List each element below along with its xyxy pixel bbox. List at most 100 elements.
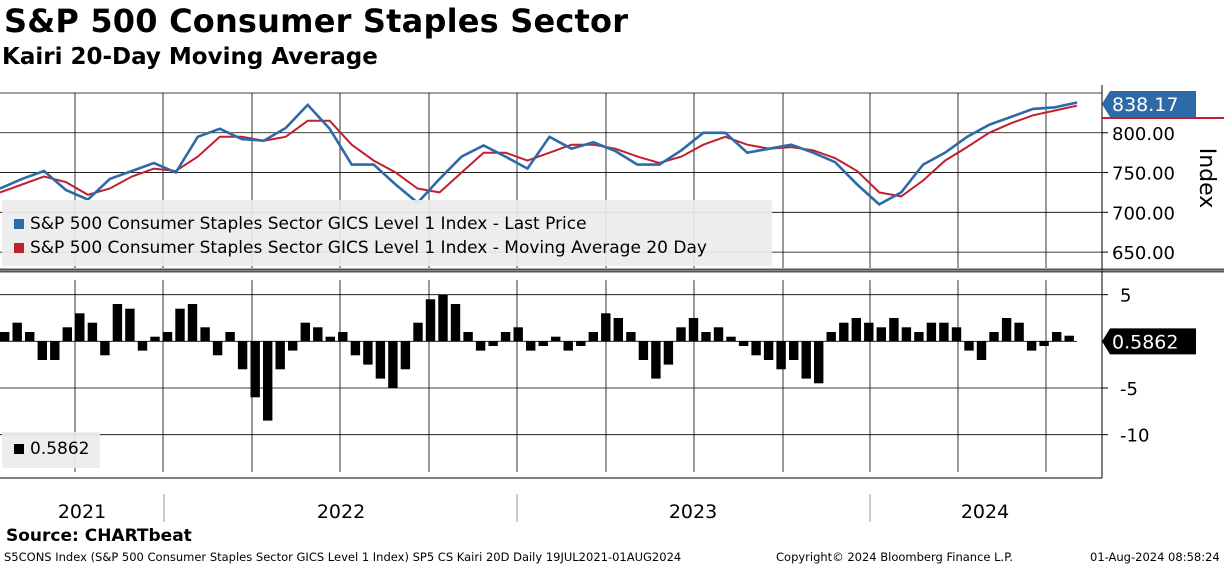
kairi-bar (488, 341, 498, 346)
kairi-bar (1039, 341, 1049, 346)
kairi-bar (87, 322, 98, 342)
kairi-bar (726, 336, 736, 342)
last-price-badge-text: 838.17 (1112, 94, 1178, 116)
kairi-bar (150, 336, 160, 342)
kairi-bar (338, 332, 348, 342)
kairi-bar (989, 332, 999, 342)
kairi-badge-text: 0.5862 (1112, 331, 1178, 353)
kairi-bar (626, 332, 636, 342)
kairi-bar (901, 327, 912, 342)
kairi-bar (576, 341, 586, 346)
kairi-bar (463, 332, 473, 342)
kairi-bar (375, 341, 386, 379)
kairi-bar (613, 318, 623, 342)
kairi-bar (701, 332, 711, 342)
kairi-bar (551, 336, 561, 342)
legend-label-kairi: 0.5862 (30, 439, 90, 459)
kairi-bar (450, 304, 461, 342)
chart-title: S&P 500 Consumer Staples Sector (4, 2, 629, 40)
kairi-bar (12, 322, 22, 342)
kairi-legend: 0.5862 (2, 432, 100, 468)
legend-item-last-price: S&P 500 Consumer Staples Sector GICS Lev… (14, 214, 587, 234)
kairi-bar (350, 341, 361, 356)
kairi-bar (400, 341, 411, 370)
kairi-bar (801, 341, 811, 379)
source-note: Source: CHARTbeat (6, 526, 192, 546)
year-label: 2022 (317, 501, 365, 523)
kairi-bar (951, 327, 962, 342)
kairi-bar (1052, 332, 1062, 342)
kairi-bar (0, 332, 10, 342)
kairi-bar (1001, 318, 1012, 342)
legend-label-last-price: S&P 500 Consumer Staples Sector GICS Lev… (30, 214, 587, 234)
kairi-badge: 0.5862 (1102, 328, 1196, 355)
kairi-bar (651, 341, 661, 379)
kairi-bar (789, 341, 799, 360)
kairi-bar (876, 327, 886, 342)
kairi-bar (638, 341, 649, 360)
kairi-bar (162, 332, 173, 342)
kairi-tick-label: -10 (1120, 426, 1149, 447)
kairi-bar (851, 318, 861, 342)
kairi-bar (526, 341, 536, 351)
footer-timestamp: 01-Aug-2024 08:58:24 (1090, 550, 1220, 564)
kairi-bar (663, 341, 674, 365)
kairi-bar (112, 304, 123, 342)
kairi-bar (814, 341, 824, 384)
kairi-bar (926, 322, 937, 342)
kairi-bar (212, 341, 223, 356)
kairi-bar (125, 308, 135, 342)
kairi-bar (325, 336, 335, 342)
kairi-bar (688, 318, 699, 342)
kairi-bar (738, 341, 749, 346)
legend-swatch-moving-average (14, 243, 24, 253)
kairi-bar (37, 341, 47, 360)
kairi-badge-shape (1102, 328, 1196, 355)
last-price-badge: 838.17 (1102, 91, 1196, 117)
kairi-bar (250, 341, 260, 398)
kairi-bar (500, 332, 511, 342)
footer-index-info: S5CONS Index (S&P 500 Consumer Staples S… (4, 550, 682, 564)
kairi-bar (839, 322, 849, 342)
legend-item-kairi: 0.5862 (14, 439, 89, 459)
kairi-bar (1026, 341, 1037, 351)
kairi-bar (237, 341, 248, 370)
kairi-bar (964, 341, 974, 351)
legend-label-moving-average: S&P 500 Consumer Staples Sector GICS Lev… (30, 238, 707, 258)
kairi-bar (676, 327, 686, 342)
kairi-bar (200, 327, 210, 342)
price-tick-label: 800.00 (1112, 124, 1175, 145)
kairi-bar (175, 308, 185, 342)
kairi-bar (425, 299, 436, 342)
kairi-bar (413, 322, 423, 342)
kairi-bar (100, 341, 110, 356)
kairi-bar (75, 313, 85, 342)
kairi-bar (864, 322, 874, 342)
kairi-bar (889, 318, 899, 342)
legend-swatch-last-price (14, 219, 24, 229)
kairi-bar (939, 322, 949, 342)
kairi-tick-label: -5 (1120, 379, 1138, 400)
kairi-bar (538, 341, 548, 346)
kairi-bar (288, 341, 298, 351)
legend-swatch-kairi (14, 444, 24, 454)
kairi-bar (914, 332, 924, 342)
last-price-line (0, 101, 1078, 206)
kairi-bar (62, 327, 72, 342)
kairi-bar (363, 341, 373, 365)
kairi-bar (713, 327, 724, 342)
price-tick-label: 750.00 (1112, 164, 1175, 185)
kairi-bar (563, 341, 573, 351)
kairi-bar (50, 341, 60, 360)
kairi-bar (187, 304, 198, 342)
kairi-bar (601, 313, 611, 342)
kairi-bar (513, 327, 523, 342)
year-label: 2024 (961, 501, 1009, 523)
kairi-bar (763, 341, 774, 360)
kairi-bar (225, 332, 235, 342)
price-legend: S&P 500 Consumer Staples Sector GICS Lev… (2, 200, 772, 266)
kairi-bar (751, 341, 761, 356)
price-tick-label: 700.00 (1112, 203, 1175, 224)
kairi-bar (275, 341, 285, 370)
